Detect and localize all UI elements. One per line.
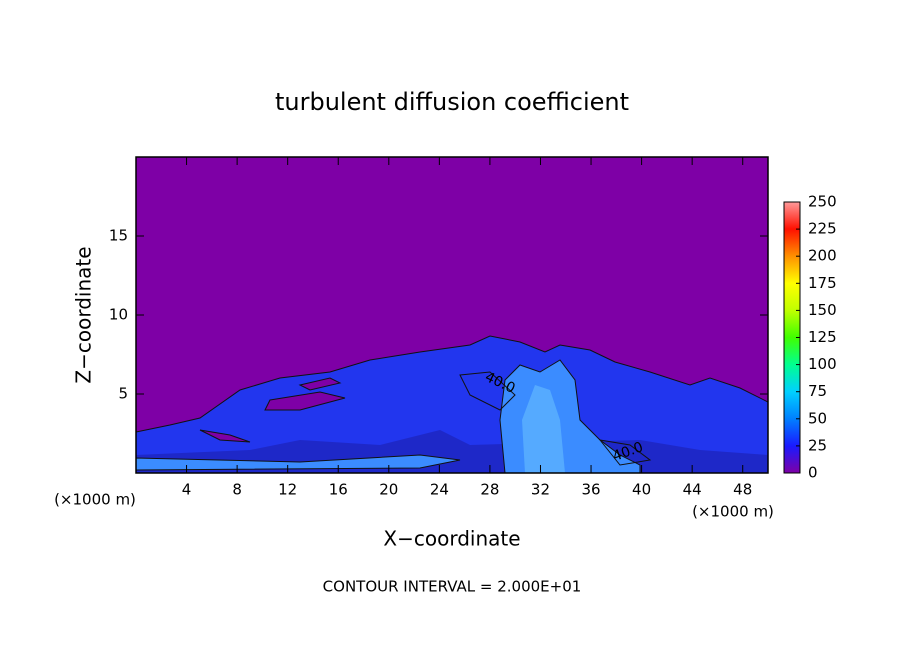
colorbar-tick-label: 250 [808,193,837,211]
y-tick-label: 15 [109,227,128,245]
x-tick-label: 16 [329,481,348,499]
x-tick-label: 20 [379,481,398,499]
y-tick-label: 10 [109,306,128,324]
y-axis-label: Z−coordinate [72,246,96,383]
y-tick-label: 5 [118,385,128,403]
field-region [264,391,346,411]
x-tick-label: 40 [632,481,651,499]
field-region [298,377,342,391]
footnote: CONTOUR INTERVAL = 2.000E+01 [323,578,582,596]
colorbar-tick-label: 175 [808,274,837,292]
x-axis-label: X−coordinate [383,527,520,551]
x-tick-label: 36 [581,481,600,499]
x-unit: (×1000 m) [54,491,136,509]
x-tick-label: 44 [683,481,702,499]
colorbar-tick-label: 200 [808,247,837,265]
x-tick-label: 28 [480,481,499,499]
x-tick-label: 32 [531,481,550,499]
field-region [199,429,251,443]
colorbar-tick-label: 50 [808,409,827,427]
x-tick-label: 24 [430,481,449,499]
field-region [136,335,768,473]
field-region [522,385,565,473]
field [136,157,768,473]
x-tick-label: 8 [232,481,242,499]
colorbar-tick-label: 125 [808,328,837,346]
contour-line [459,371,516,411]
contour-line [598,439,652,466]
field-region [136,454,461,471]
colorbar-tick-label: 25 [808,436,827,454]
colorbar-tick-label: 225 [808,220,837,238]
colorbar-tick-label: 150 [808,301,837,319]
x-unit: (×1000 m) [692,503,774,521]
chart-title: turbulent diffusion coefficient [275,88,629,116]
x-tick-label: 12 [278,481,297,499]
x-tick-label: 4 [182,481,192,499]
x-tick-label: 48 [733,481,752,499]
colorbar-tick-label: 100 [808,355,837,373]
colorbar-tick-label: 75 [808,382,827,400]
colorbar-tick-label: 0 [808,464,818,482]
